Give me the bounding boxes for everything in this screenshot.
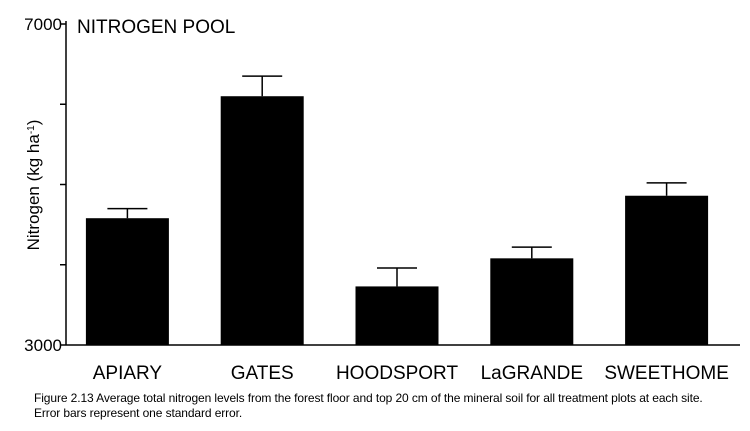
- caption-line-2: Error bars represent one standard error.: [34, 406, 243, 420]
- y-axis-label-superscript: -1: [26, 125, 37, 134]
- y-tick-label-1: 7000: [24, 15, 62, 34]
- y-axis-label-text: Nitrogen (kg ha: [24, 134, 43, 251]
- bar-hoodsport: [355, 286, 439, 345]
- y-axis-label: Nitrogen (kg ha-1): [24, 120, 43, 251]
- x-tick-label-hoodsport: HOODSPORT: [336, 363, 459, 384]
- y-tick-label-0: 3000: [24, 336, 62, 355]
- y-axis-label-close: ): [24, 120, 43, 126]
- bar-lagrande: [490, 258, 574, 345]
- x-tick-label-lagrande: LaGRANDE: [481, 363, 583, 384]
- chart-title: NITROGEN POOL: [77, 17, 235, 38]
- figure-caption: Figure 2.13 Average total nitrogen level…: [34, 391, 703, 421]
- bars: [85, 96, 709, 345]
- x-tick-label-sweethome: SWEETHOME: [604, 363, 729, 384]
- x-tick-label-apiary: APIARY: [93, 363, 163, 384]
- error-bars: [107, 75, 687, 287]
- x-tick-label-gates: GATES: [231, 363, 294, 384]
- bar-gates: [220, 96, 304, 345]
- caption-line-1: Figure 2.13 Average total nitrogen level…: [34, 391, 703, 405]
- bar-sweethome: [625, 195, 709, 345]
- tick-labels: 3000 7000 APIARY GATES HOODSPORT LaGRANDE SWEE…: [24, 15, 729, 384]
- bar-apiary: [85, 218, 169, 345]
